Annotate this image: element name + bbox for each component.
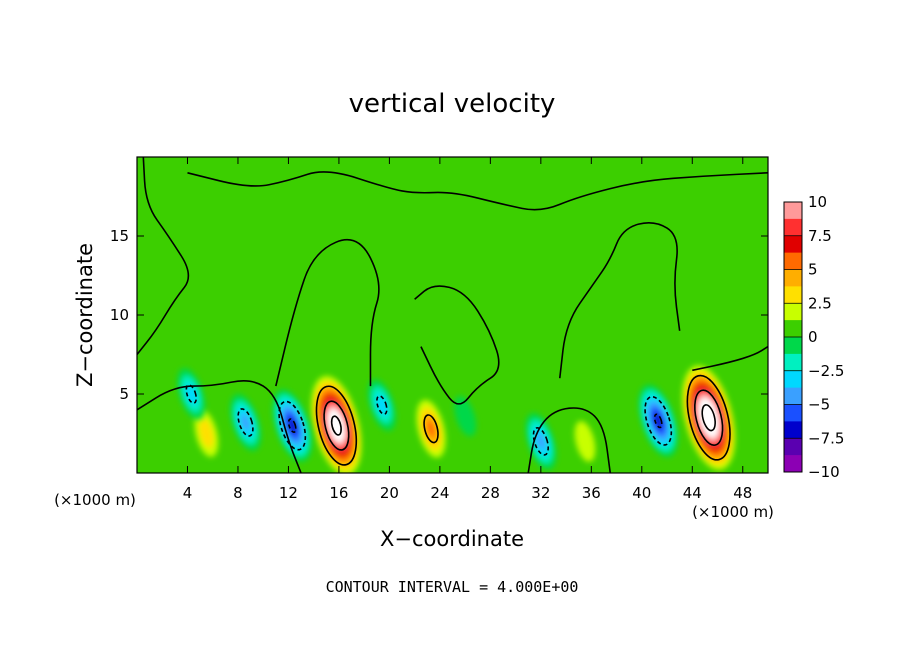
x-tick-label: 12 <box>279 484 298 502</box>
contour-line <box>185 384 198 404</box>
x-tick-label: 20 <box>380 484 399 502</box>
contour-line <box>653 413 663 429</box>
x-axis: 4 8 12 16 20 24 28 32 36 40 44 48 <box>183 157 752 502</box>
y-tick-label: 5 <box>119 385 129 403</box>
plot-area <box>136 156 769 474</box>
colorbar-swatch <box>784 421 802 439</box>
x-tick-label: 24 <box>430 484 449 502</box>
contour-line <box>323 400 350 451</box>
zero-contour <box>187 171 768 211</box>
downdraft-cell <box>367 379 396 431</box>
colorbar-tick-label: −5 <box>808 396 830 414</box>
y-tick-label: 10 <box>110 306 129 324</box>
contour-line <box>701 404 716 432</box>
colorbar-tick-label: 2.5 <box>808 294 832 312</box>
contour-line <box>423 414 439 444</box>
colorbar-swatch <box>784 353 802 372</box>
colorbar-swatch <box>784 218 802 237</box>
contour-line <box>686 374 731 461</box>
colorbar-swatch <box>784 370 802 389</box>
x-tick-label: 44 <box>683 484 702 502</box>
colorbar-tick-label: 10 <box>808 193 827 211</box>
colorbar-swatch <box>784 269 802 287</box>
x-unit-label-left: (×1000 m) <box>54 491 136 509</box>
colorbar-swatch <box>784 387 802 405</box>
x-tick-label: 48 <box>733 484 752 502</box>
x-tick-label: 28 <box>481 484 500 502</box>
colorbar-swatch <box>784 404 802 422</box>
x-axis-label: X−coordinate <box>380 527 524 551</box>
colorbar: 10 7.5 5 2.5 0 −2.5 −5 −7.5 −10 <box>783 193 844 481</box>
x-tick-label: 40 <box>632 484 651 502</box>
zero-contour <box>137 380 302 473</box>
downdraft-cell <box>454 396 477 437</box>
colorbar-tick-label: −7.5 <box>808 429 844 447</box>
colorbar-tick-label: −2.5 <box>808 362 844 380</box>
chart-title: vertical velocity <box>349 89 556 119</box>
zero-contour <box>527 407 612 473</box>
contour-lines <box>137 157 768 473</box>
colorbar-swatch <box>784 320 802 338</box>
y-axis-label: Z−coordinate <box>73 243 97 387</box>
updraft-cell <box>574 421 596 462</box>
updraft-cell <box>194 410 219 457</box>
contour-line <box>237 408 254 437</box>
zero-contour <box>692 345 768 372</box>
zero-contour <box>414 285 500 405</box>
colorbar-tick-label: 0 <box>808 328 818 346</box>
colorbar-tick-label: 5 <box>808 261 818 279</box>
x-tick-label: 36 <box>582 484 601 502</box>
downdraft-cell <box>177 368 206 420</box>
x-tick-label: 32 <box>531 484 550 502</box>
x-tick-label: 16 <box>329 484 348 502</box>
colorbar-tick-label: −10 <box>808 463 840 481</box>
zero-contour <box>558 222 681 379</box>
colorbar-tick-label: 7.5 <box>808 227 832 245</box>
colorbar-swatch <box>784 252 802 270</box>
contour-line <box>376 395 388 415</box>
y-tick-label: 15 <box>110 227 129 245</box>
contour-line <box>694 389 724 446</box>
colorbar-swatch <box>784 455 802 473</box>
contour-line <box>315 385 358 466</box>
x-unit-label-right: (×1000 m) <box>692 503 774 521</box>
zero-contour <box>275 238 380 387</box>
x-tick-label: 4 <box>183 484 193 502</box>
contour-line <box>278 400 307 451</box>
colorbar-swatch <box>784 286 802 304</box>
zero-contour <box>137 157 190 355</box>
colorbar-swatch <box>784 438 802 456</box>
contour-interval-note: CONTOUR INTERVAL = 4.000E+00 <box>326 578 579 596</box>
colorbar-swatch <box>784 235 802 254</box>
contour-line <box>532 427 550 456</box>
y-axis: 5 10 15 <box>110 227 768 403</box>
colorbar-swatch <box>784 202 802 220</box>
colorbar-swatch <box>784 337 802 355</box>
x-tick-label: 8 <box>233 484 243 502</box>
contour-line <box>330 415 342 436</box>
contour-line <box>287 418 297 433</box>
colorbar-swatch <box>784 303 802 321</box>
